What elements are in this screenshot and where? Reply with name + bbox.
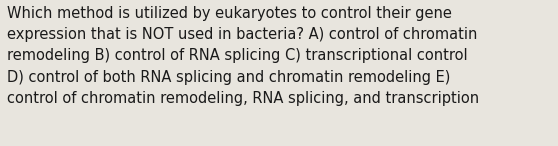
Text: Which method is utilized by eukaryotes to control their gene
expression that is : Which method is utilized by eukaryotes t… (7, 6, 479, 106)
